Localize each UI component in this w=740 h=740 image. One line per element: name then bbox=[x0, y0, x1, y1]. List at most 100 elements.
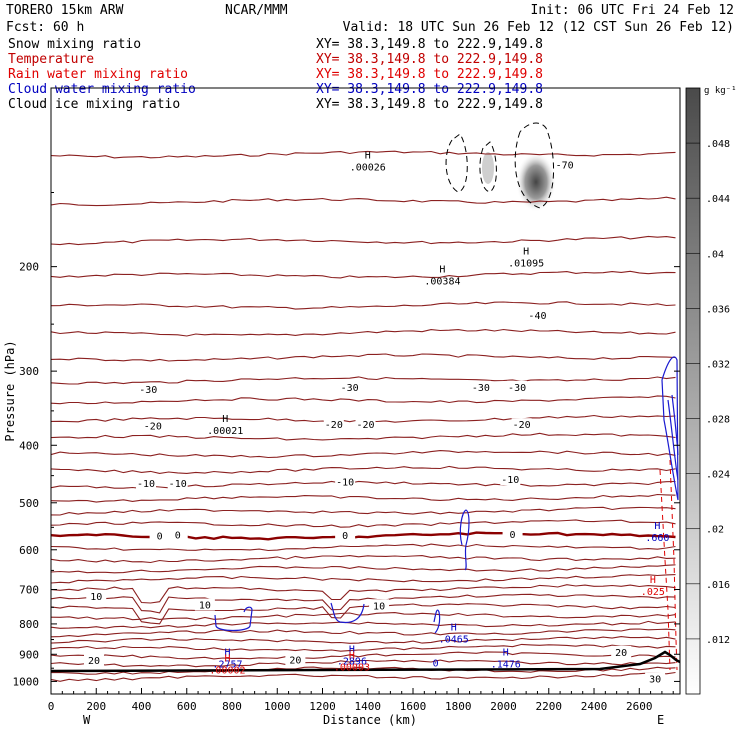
y-axis-label: Pressure (hPa) bbox=[3, 340, 17, 441]
maxima-labels: H.00384H.01095H.00021H.660H.025H.0465H.2… bbox=[207, 150, 669, 676]
x-axis: 0 200 400 600 800 1000 1200 1400 1600 1800 2000 220… bbox=[48, 688, 674, 713]
cloud-ice-contour bbox=[479, 141, 497, 193]
isotherm-line bbox=[51, 506, 676, 516]
isotherm-label-bg bbox=[554, 158, 575, 171]
cloud-water-contour bbox=[667, 399, 679, 481]
cloud-water-contours bbox=[214, 356, 679, 634]
fcst-label: Fcst: 60 h bbox=[6, 20, 84, 35]
isotherm-label: -40 bbox=[528, 311, 546, 322]
isotherm-line bbox=[51, 376, 676, 385]
max-value: .2757 bbox=[212, 660, 242, 671]
isotherm-line bbox=[51, 519, 676, 528]
isotherm-label-bg bbox=[335, 529, 356, 542]
isotherm-label-bg bbox=[335, 475, 356, 488]
isotherm-label: -30 bbox=[472, 383, 490, 394]
max-marker: H bbox=[439, 265, 445, 276]
max-marker: H bbox=[503, 648, 509, 659]
x-tick-label: 600 bbox=[177, 700, 197, 713]
max-marker: H bbox=[654, 521, 660, 532]
isotherm-label: 20 bbox=[88, 656, 100, 667]
isotherm-line bbox=[51, 543, 676, 552]
rain-water-contour bbox=[659, 469, 671, 671]
cloud-water-contour bbox=[433, 609, 441, 634]
isotherm-label-bg bbox=[369, 599, 390, 612]
isotherm-label-bg bbox=[149, 529, 170, 542]
colorbar-tick-label: .048 bbox=[706, 139, 730, 150]
colorbar-tick-label: .028 bbox=[706, 415, 730, 426]
max-value: .1476 bbox=[491, 660, 521, 671]
isotherm-label-bg bbox=[355, 418, 376, 431]
legend-xy-temperature: XY= 38.3,149.8 to 222.9,149.8 bbox=[316, 52, 543, 67]
isotherm-label: 0 bbox=[157, 532, 163, 543]
y-tick-label: 500 bbox=[19, 497, 39, 510]
colorbar-tick-label: .036 bbox=[706, 304, 730, 315]
rain-water-contours bbox=[659, 459, 678, 671]
x-tick-label: 2200 bbox=[536, 700, 563, 713]
isotherm-label-bg bbox=[138, 383, 159, 396]
y-tick-label: 400 bbox=[19, 439, 39, 452]
isotherm-line bbox=[51, 620, 676, 629]
isotherm-line bbox=[51, 301, 676, 310]
plot-area: -70 -40 -30 -30 -30 -30 -20 -20 -20 -20 -10 -10 -10 -… bbox=[13, 87, 681, 713]
cloud-water-contour bbox=[330, 602, 365, 624]
colorbar: g kg⁻¹ .012 .016 .02 .024 .028 .032 .036 .04 .04… bbox=[685, 86, 737, 695]
isotherm-label-bg bbox=[83, 653, 104, 666]
max-marker: H bbox=[365, 150, 371, 161]
cloud-ice-contour bbox=[514, 122, 554, 209]
isotherm-label: -30 bbox=[139, 385, 157, 396]
isotherm-line bbox=[51, 353, 676, 362]
isotherm-label-bg bbox=[86, 589, 107, 602]
x-tick-label: 800 bbox=[222, 700, 242, 713]
isotherm-line bbox=[51, 196, 676, 207]
isotherm-line bbox=[51, 636, 676, 644]
field-legend: Snow mixing ratio XY= 38.3,149.8 to 222.… bbox=[8, 37, 543, 112]
isotherm-line bbox=[51, 564, 676, 574]
isotherm-label-bg bbox=[285, 653, 306, 666]
x-tick-label: 1800 bbox=[445, 700, 472, 713]
isotherm-line bbox=[51, 150, 676, 159]
x-tick-label: 2000 bbox=[490, 700, 517, 713]
legend-name-cloud-ice: Cloud ice mixing ratio bbox=[8, 97, 180, 112]
legend-xy-cloud-water: XY= 38.3,149.8 to 222.9,149.8 bbox=[316, 82, 543, 97]
max-marker: H bbox=[224, 648, 230, 659]
max-value: .00021 bbox=[207, 426, 243, 437]
isotherm-label-bg bbox=[500, 473, 521, 486]
isotherm-line bbox=[51, 465, 676, 474]
isotherm-label: 0 bbox=[510, 530, 516, 541]
org-label: NCAR/MMM bbox=[225, 3, 288, 18]
x-axis-end-left: W bbox=[83, 713, 91, 727]
isotherm-label: -30 bbox=[341, 383, 359, 394]
cloud-water-contour bbox=[459, 509, 470, 571]
max-value: .00026 bbox=[350, 162, 386, 173]
isotherm-line bbox=[51, 593, 676, 614]
isotherm-label: -10 bbox=[336, 477, 354, 488]
temperature-isotherms bbox=[51, 150, 676, 682]
isotherm-label: -10 bbox=[501, 475, 519, 486]
isotherm-line bbox=[51, 235, 676, 246]
max-value: .00384 bbox=[424, 277, 460, 288]
init-label: Init: 06 UTC Fri 24 Feb 12 bbox=[531, 3, 735, 18]
isotherm-label-bg bbox=[323, 418, 344, 431]
isotherm-line bbox=[51, 671, 676, 682]
isotherm-label: -10 bbox=[137, 479, 155, 490]
max-value: .025 bbox=[641, 587, 665, 598]
isotherm-label-bg bbox=[136, 477, 157, 490]
isotherm-line bbox=[51, 450, 676, 459]
cloud-water-contour bbox=[214, 606, 253, 632]
isotherm-line bbox=[51, 493, 676, 503]
max-value: .00002 bbox=[209, 665, 245, 676]
isotherm-label: -10 bbox=[169, 479, 187, 490]
isotherm-label: 20 bbox=[615, 648, 627, 659]
x-tick-label: 0 bbox=[48, 700, 55, 713]
x-tick-label: 1200 bbox=[309, 700, 336, 713]
isotherm-line bbox=[51, 395, 676, 405]
isotherm-line bbox=[51, 270, 676, 279]
isotherm-label: 20 bbox=[289, 655, 301, 666]
y-tick-label: 800 bbox=[19, 618, 39, 631]
isotherm-label-bg bbox=[167, 528, 188, 541]
isotherm-line bbox=[51, 328, 676, 337]
isotherm-line bbox=[51, 666, 676, 675]
isotherm-label: -20 bbox=[325, 420, 343, 431]
